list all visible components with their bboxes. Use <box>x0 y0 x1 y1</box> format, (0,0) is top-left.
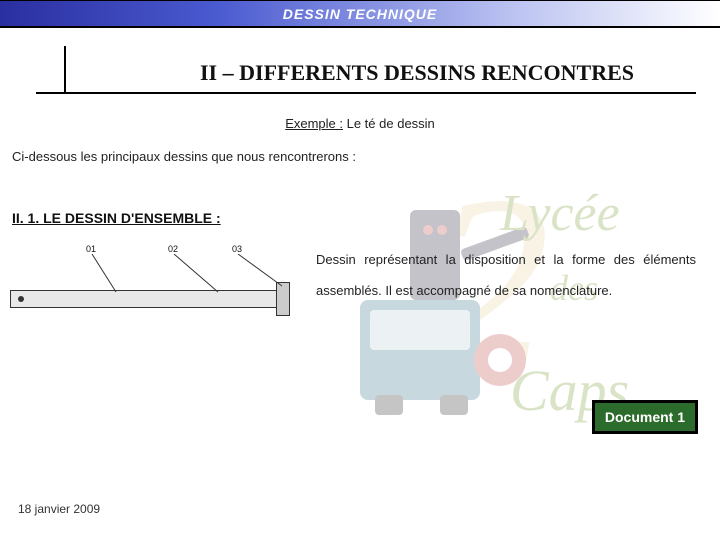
section-header: II – DIFFERENTS DESSINS RENCONTRES <box>0 46 720 98</box>
t-square-hole <box>18 296 24 302</box>
example-label: Exemple : <box>285 116 343 131</box>
intro-text: Ci-dessous les principaux dessins que no… <box>12 149 720 164</box>
header-bar: DESSIN TECHNIQUE <box>0 0 720 28</box>
decorative-vline <box>64 46 66 94</box>
decorative-hline <box>36 92 696 94</box>
leader-line-3 <box>236 254 286 288</box>
content-row: 01 02 03 Dessin représentant la disposit… <box>0 234 720 336</box>
assembly-figure: 01 02 03 <box>0 234 300 336</box>
t-square-bar <box>10 290 282 308</box>
subsection-heading: II. 1. LE DESSIN D'ENSEMBLE : <box>12 210 720 226</box>
t-square-drawing: 01 02 03 <box>6 240 296 330</box>
subsection-body: Dessin représentant la disposition et la… <box>300 234 720 336</box>
leader-line-1 <box>90 254 120 294</box>
leader-line-2 <box>172 254 222 294</box>
page-date: 18 janvier 2009 <box>18 502 100 516</box>
header-title: DESSIN TECHNIQUE <box>283 6 437 22</box>
document-badge: Document 1 <box>592 400 698 434</box>
callout-1: 01 <box>86 244 96 254</box>
example-text: Le té de dessin <box>343 116 435 131</box>
callout-2: 02 <box>168 244 178 254</box>
section-title: II – DIFFERENTS DESSINS RENCONTRES <box>200 60 634 86</box>
example-line: Exemple : Le té de dessin <box>0 116 720 131</box>
callout-3: 03 <box>232 244 242 254</box>
